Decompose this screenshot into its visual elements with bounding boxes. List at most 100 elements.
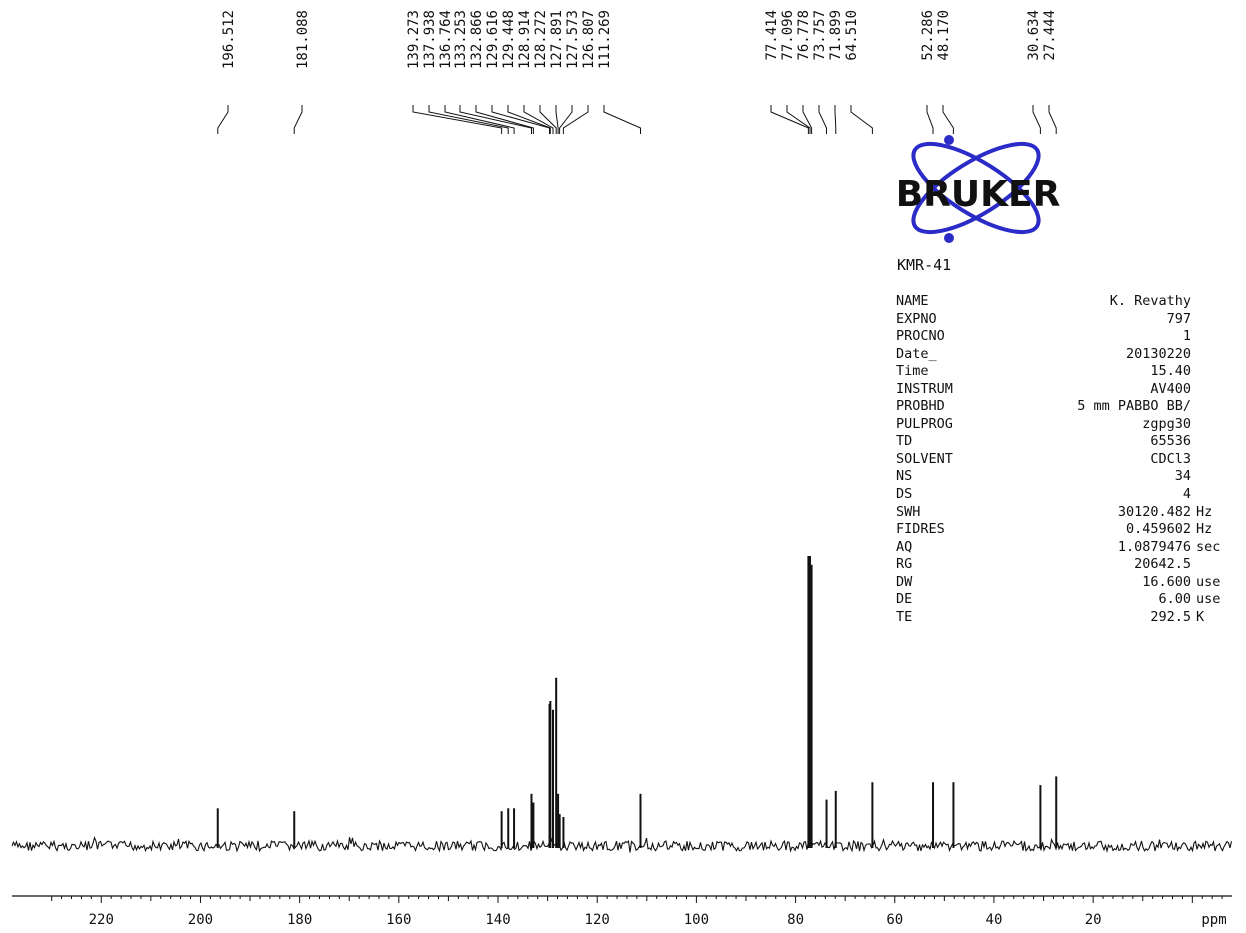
parameter-row: DW 16.600 use <box>896 574 1246 592</box>
x-axis: 220 200 180 160 140 120 100 80 60 40 20 ppm <box>12 895 1232 928</box>
peak-label: 128.272 <box>533 10 549 69</box>
acquisition-parameters-table: NAME K. Revathy EXPNO 797 PROCNO 1 Date_ 201302… <box>896 293 1246 703</box>
peak-label-leader <box>475 105 534 134</box>
parameter-row: TE 292.5 K <box>896 609 1246 627</box>
parameter-unit: Hz <box>1196 503 1213 520</box>
peak-label: 30.634 <box>1026 10 1042 61</box>
peak-label: 71.899 <box>828 10 844 61</box>
parameter-row: SOLVENT CDCl3 <box>896 451 1246 469</box>
parameter-value: 15.40 <box>1150 363 1191 380</box>
parameter-name: NS <box>896 468 913 485</box>
peak-label: 27.444 <box>1042 10 1058 61</box>
peak-label: 129.448 <box>501 10 517 69</box>
parameter-value: 1.0879476 <box>1117 538 1191 555</box>
peak-label: 76.778 <box>796 10 812 61</box>
x-tick-label: 20 <box>1085 912 1102 928</box>
peak-label: 126.807 <box>581 10 597 69</box>
parameter-row: NS 34 <box>896 468 1246 486</box>
parameter-name: DW <box>896 573 913 590</box>
parameter-name: SWH <box>896 503 921 520</box>
peak-label: 111.269 <box>597 10 613 69</box>
x-tick-label: 80 <box>787 912 804 928</box>
parameter-value: 16.600 <box>1142 573 1191 590</box>
logo-dot-top <box>944 135 954 145</box>
peak-label-leader <box>562 105 589 134</box>
parameter-name: Time <box>896 363 929 380</box>
peak-label-leader <box>507 105 551 134</box>
parameter-value: 20130220 <box>1125 345 1191 362</box>
bruker-logo: BRUKER <box>896 135 1061 243</box>
peak-label: 128.914 <box>517 10 533 69</box>
peak-label-leader <box>603 105 641 134</box>
parameter-name: DS <box>896 486 913 503</box>
parameter-unit: K <box>1196 608 1205 625</box>
peak-label: 181.088 <box>295 10 311 69</box>
parameter-name: PULPROG <box>896 415 953 432</box>
parameter-name: PROBHD <box>896 398 945 415</box>
x-tick-label: 200 <box>188 912 213 928</box>
parameter-row: NAME K. Revathy <box>896 293 1246 311</box>
peak-label-leader <box>412 105 503 134</box>
peak-label-leader <box>523 105 554 134</box>
peak-group <box>216 556 1058 848</box>
peak-label-leader <box>491 105 550 134</box>
parameter-value: 1 <box>1182 328 1191 345</box>
x-tick-label: 120 <box>585 912 610 928</box>
peak-label-leader <box>559 105 573 134</box>
parameter-row: FIDRES 0.459602 Hz <box>896 521 1246 539</box>
peak-label-leader <box>802 105 813 134</box>
peak-label: 127.891 <box>549 10 565 69</box>
peak-label: 48.170 <box>936 10 952 61</box>
parameter-name: DE <box>896 591 913 608</box>
peak-label-leader <box>850 105 873 134</box>
logo-text: BRUKER <box>896 174 1061 215</box>
x-tick-label: 40 <box>986 912 1003 928</box>
parameter-row: TD 65536 <box>896 433 1246 451</box>
parameter-name: SOLVENT <box>896 450 953 467</box>
peak-label: 129.616 <box>485 10 501 69</box>
x-tick-label: 100 <box>684 912 709 928</box>
parameter-value: K. Revathy <box>1109 293 1191 309</box>
peak-label-leader <box>926 105 934 134</box>
peak-label: 196.512 <box>221 10 237 69</box>
parameter-name: Date_ <box>896 345 937 362</box>
x-axis-unit-label: ppm <box>1201 912 1226 928</box>
parameter-value: 34 <box>1174 468 1191 485</box>
parameter-name: TD <box>896 433 913 450</box>
peak-label: 127.573 <box>565 10 581 69</box>
parameter-name: FIDRES <box>896 521 945 538</box>
parameter-unit: use <box>1196 591 1221 608</box>
parameter-name: RG <box>896 556 913 573</box>
parameter-value: CDCl3 <box>1150 450 1191 467</box>
parameter-value: 4 <box>1182 486 1191 503</box>
parameter-row: INSTRUM AV400 <box>896 381 1246 399</box>
peak-label-leader <box>217 105 229 134</box>
peak-label-leader <box>293 105 303 134</box>
parameter-row: EXPNO 797 <box>896 311 1246 329</box>
parameter-row: AQ 1.0879476 sec <box>896 539 1246 557</box>
parameter-name: EXPNO <box>896 310 937 327</box>
peak-label: 139.273 <box>406 10 422 69</box>
parameter-value: 292.5 <box>1150 608 1191 625</box>
peak-label: 77.414 <box>764 10 780 61</box>
peak-label: 133.253 <box>453 10 469 69</box>
x-tick-label: 160 <box>386 912 411 928</box>
parameter-name: AQ <box>896 538 913 555</box>
parameter-row: DE 6.00 use <box>896 591 1246 609</box>
peak-label-leader <box>834 105 837 134</box>
peak-label-leader <box>1048 105 1057 134</box>
logo-dot-bottom <box>944 233 954 243</box>
peak-label-leader <box>428 105 509 134</box>
peak-label-leader <box>942 105 954 134</box>
parameter-row: PULPROG zgpg30 <box>896 416 1246 434</box>
parameter-row: DS 4 <box>896 486 1246 504</box>
x-tick-label: 220 <box>89 912 114 928</box>
peak-label-leader <box>786 105 811 134</box>
parameter-value: 0.459602 <box>1125 521 1191 538</box>
parameter-unit: sec <box>1196 538 1221 555</box>
peak-label-leader <box>539 105 557 134</box>
parameter-value: 5 mm PABBO BB/ <box>1077 398 1191 415</box>
parameter-name: TE <box>896 608 913 625</box>
peak-label: 132.866 <box>469 10 485 69</box>
